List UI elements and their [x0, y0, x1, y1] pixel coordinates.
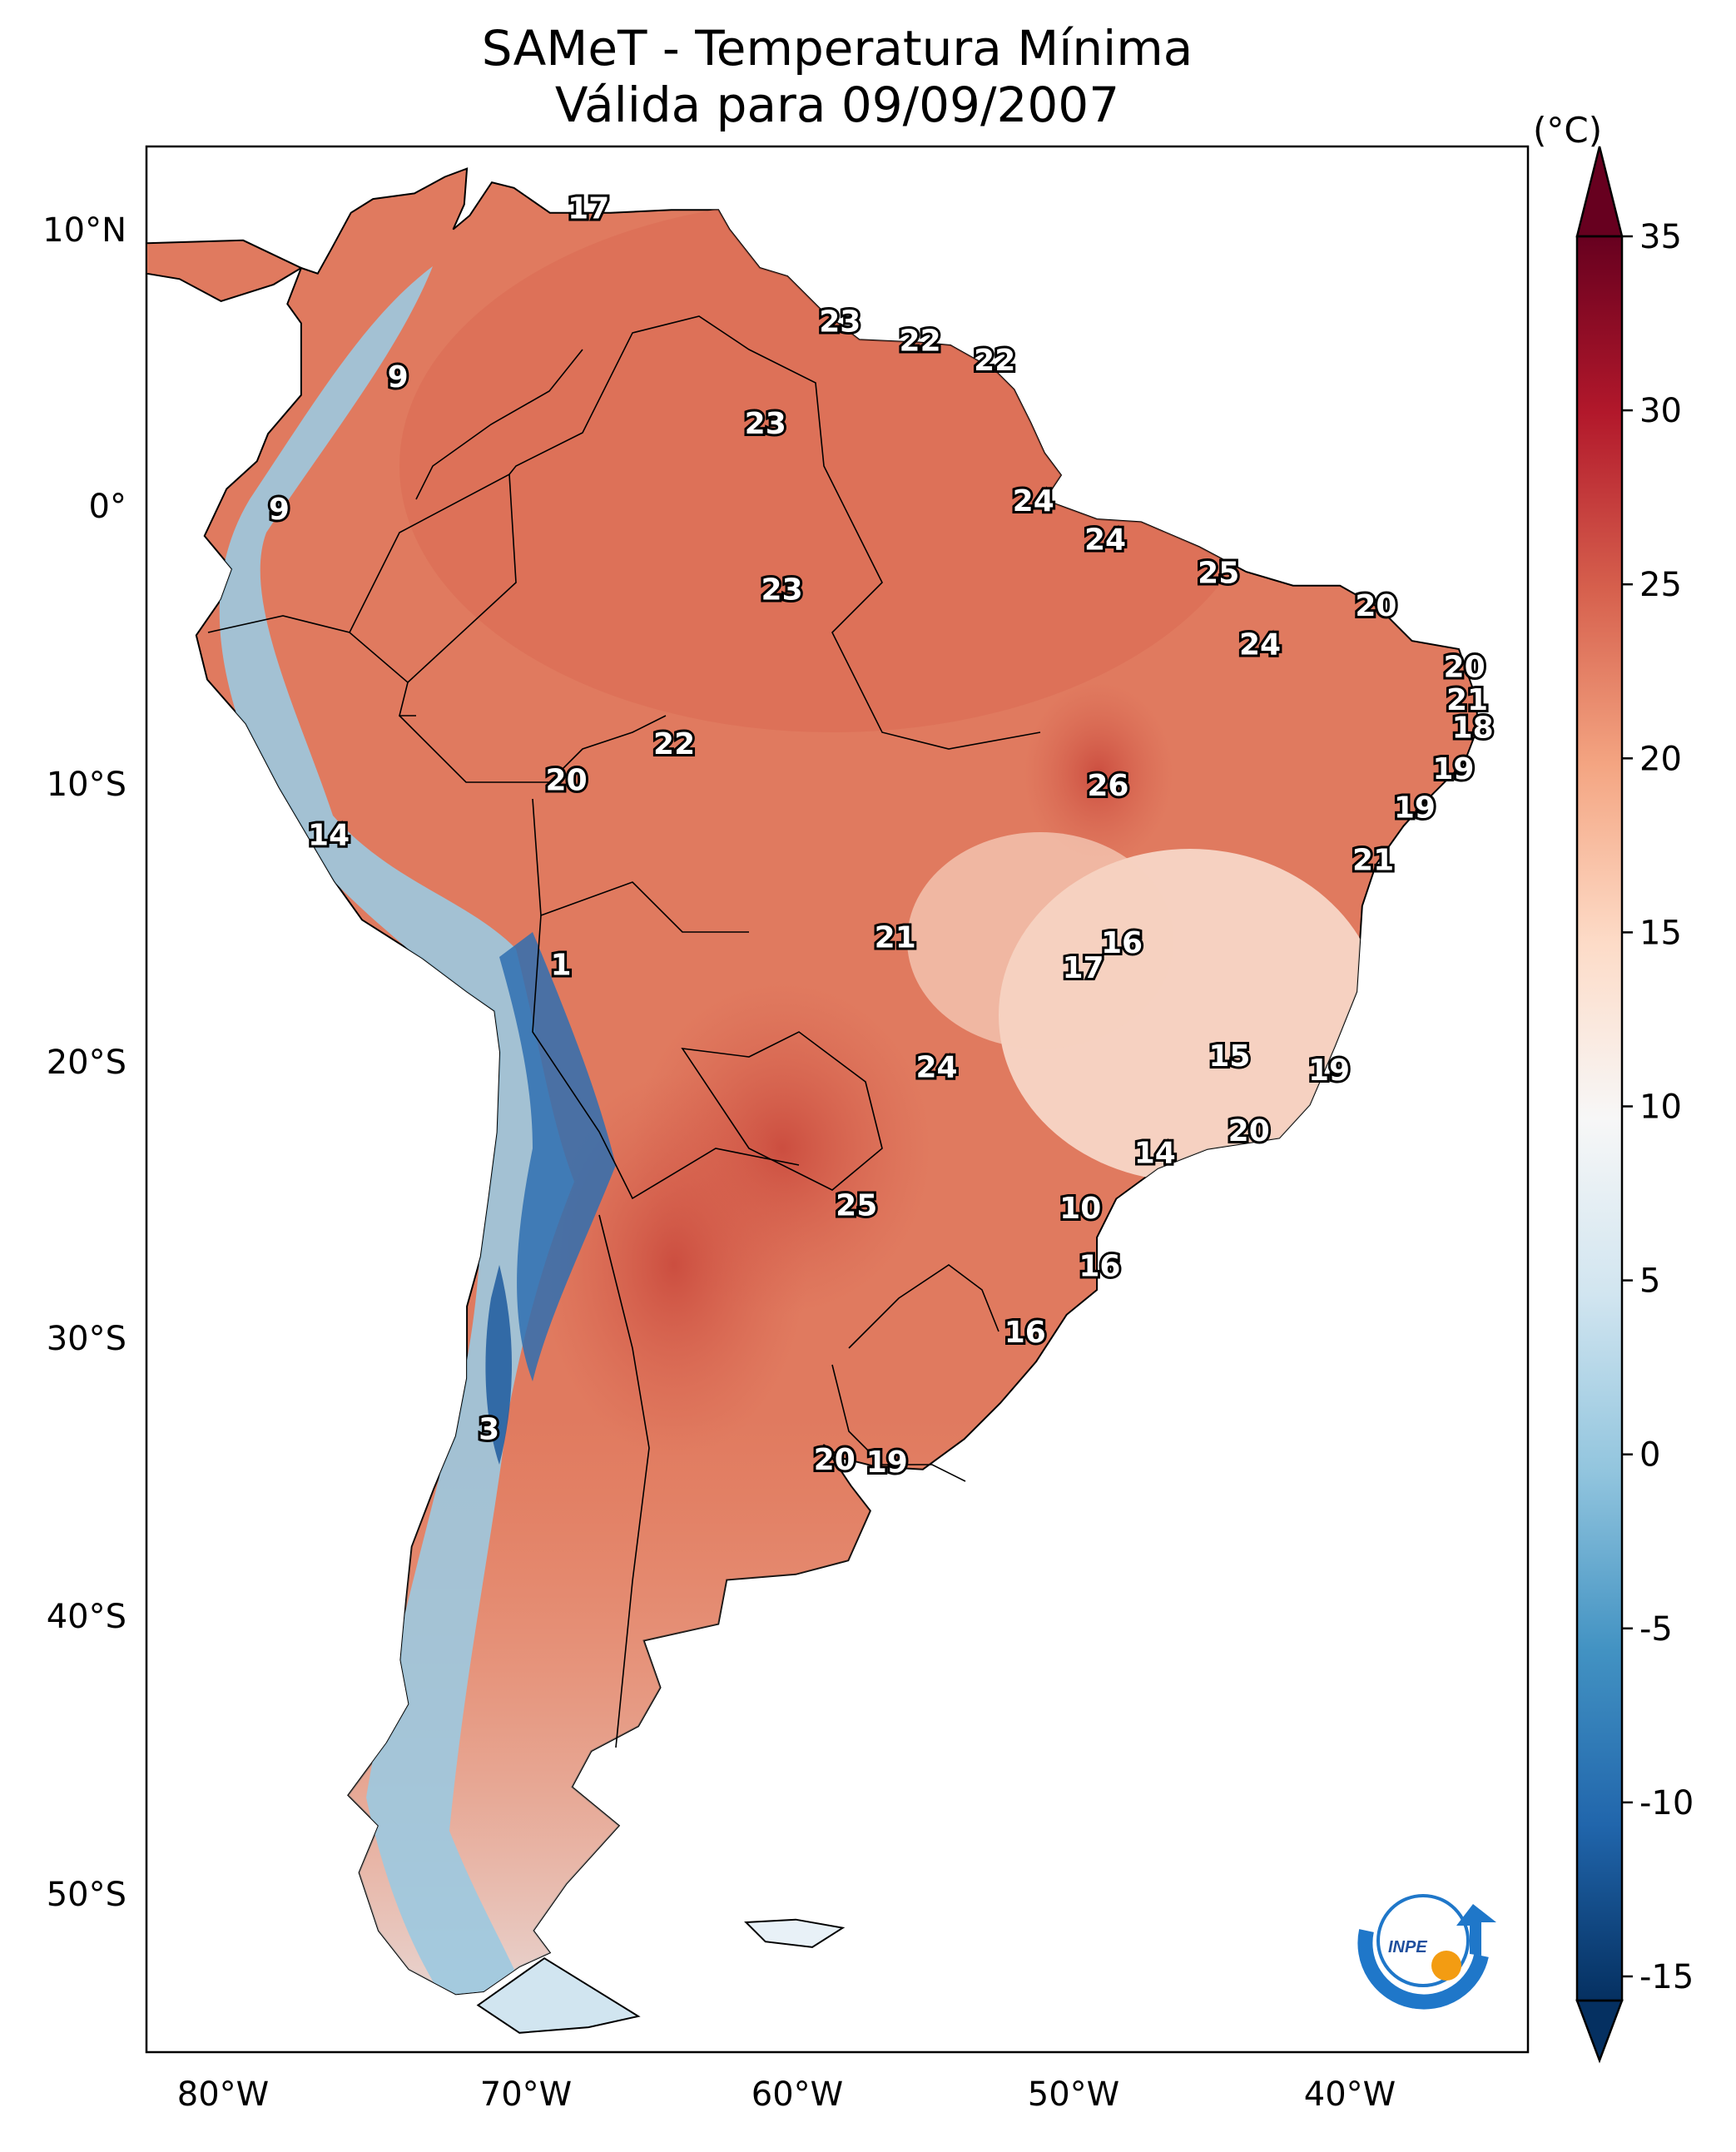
country-borders: [207, 315, 1041, 1748]
temperature-label: 21: [1352, 844, 1394, 878]
temperature-label: 20: [814, 1443, 856, 1477]
colorbar-tick-label: 35: [1639, 218, 1682, 256]
temperature-label: 25: [836, 1188, 877, 1222]
temperature-label: 25: [1198, 556, 1239, 590]
temperature-label: 18: [1452, 711, 1494, 745]
temperature-label: 26: [1087, 769, 1128, 803]
lat-tick: 30°S: [47, 1320, 126, 1358]
temperature-label: 16: [1079, 1249, 1120, 1283]
temperature-label: 23: [745, 407, 786, 441]
logo-dot-icon: [1431, 1951, 1461, 1981]
map-title: SAMeT - Temperatura Mínima: [481, 20, 1193, 77]
temperature-label: 19: [1432, 752, 1474, 786]
temperature-label: 17: [1062, 951, 1104, 985]
colorbar-tick-label: 15: [1639, 914, 1682, 952]
temperature-label: 23: [819, 305, 861, 339]
colorbar-tick-label: -5: [1639, 1610, 1673, 1649]
temperature-label: 19: [1308, 1054, 1350, 1088]
colorbar-tick-label: 0: [1639, 1436, 1660, 1475]
tierra-del-fuego-landmass: [476, 1957, 641, 2034]
temperature-label: 17: [568, 191, 609, 226]
temperature-label: 23: [761, 573, 803, 607]
temperature-label: 9: [269, 493, 290, 527]
inpe-logo: INPE: [1357, 1894, 1496, 2010]
temperature-label: 15: [1208, 1039, 1250, 1074]
temperature-label: 16: [1004, 1316, 1046, 1350]
temperature-label: 14: [308, 819, 350, 853]
temperature-label: 10: [1059, 1192, 1101, 1226]
temperature-label: 24: [1239, 628, 1281, 662]
colorbar-tick-label: 10: [1639, 1088, 1682, 1127]
lat-tick: 40°S: [47, 1598, 126, 1636]
colorbar-tick-label: -10: [1639, 1784, 1694, 1822]
colorbar-tick-label: 25: [1639, 566, 1682, 604]
temperature-label: 21: [875, 921, 916, 955]
lon-tick: 60°W: [751, 2075, 843, 2114]
colorbar-min-triangle: [1575, 1999, 1624, 2064]
temperature-label: 24: [1084, 523, 1126, 558]
central-america-landmass: [146, 239, 304, 302]
temperature-label: 19: [866, 1445, 908, 1480]
lon-tick: 40°W: [1304, 2075, 1396, 2114]
falkland-islands-landmass: [744, 1918, 846, 1948]
temperature-label: 9: [388, 360, 409, 394]
temperature-label: 1: [550, 949, 571, 983]
lat-tick: 0°: [89, 488, 126, 526]
logo-text: INPE: [1388, 1938, 1427, 1956]
colorbar-tick-label: -15: [1639, 1958, 1694, 1996]
temperature-label: 22: [974, 344, 1015, 378]
temperature-label: 3: [479, 1412, 499, 1446]
lat-tick: 20°S: [47, 1044, 126, 1082]
temperature-label: 22: [653, 727, 695, 761]
colorbar-max-triangle: [1575, 146, 1624, 238]
lon-tick: 70°W: [480, 2075, 572, 2114]
temperature-label: 24: [915, 1051, 957, 1085]
colorbar: 35 30 25 20 15 10 5 0 -5 -10 -15: [1575, 146, 1694, 2064]
lat-tick: 10°S: [47, 766, 126, 804]
temperature-label: 16: [1101, 926, 1143, 960]
lat-tick: 50°S: [47, 1876, 126, 1914]
temperature-label: 20: [1228, 1114, 1270, 1148]
temperature-label: 20: [1355, 589, 1396, 623]
colorbar-tick-label: 30: [1639, 392, 1682, 430]
temperature-label: 24: [1013, 484, 1054, 518]
map-subtitle: Válida para 09/09/2007: [554, 77, 1120, 133]
temperature-label: 22: [900, 325, 941, 359]
lon-tick: 80°W: [177, 2075, 269, 2114]
temperature-label: 20: [546, 763, 588, 797]
temperature-label: 19: [1394, 791, 1436, 826]
temperature-label: 20: [1444, 650, 1486, 684]
lon-tick: 50°W: [1028, 2075, 1119, 2114]
axis-ticks: 80°W 70°W 60°W 50°W 40°W 10°N 0° 10°S 20…: [42, 211, 1396, 2114]
colorbar-tick-label: 20: [1639, 740, 1682, 778]
lat-tick: 10°N: [42, 211, 126, 250]
temperature-label: 14: [1134, 1136, 1176, 1170]
temperature-label: 21: [1446, 683, 1488, 717]
colorbar-unit-label: (°C): [1533, 110, 1603, 151]
colorbar-tick-label: 5: [1639, 1262, 1660, 1301]
